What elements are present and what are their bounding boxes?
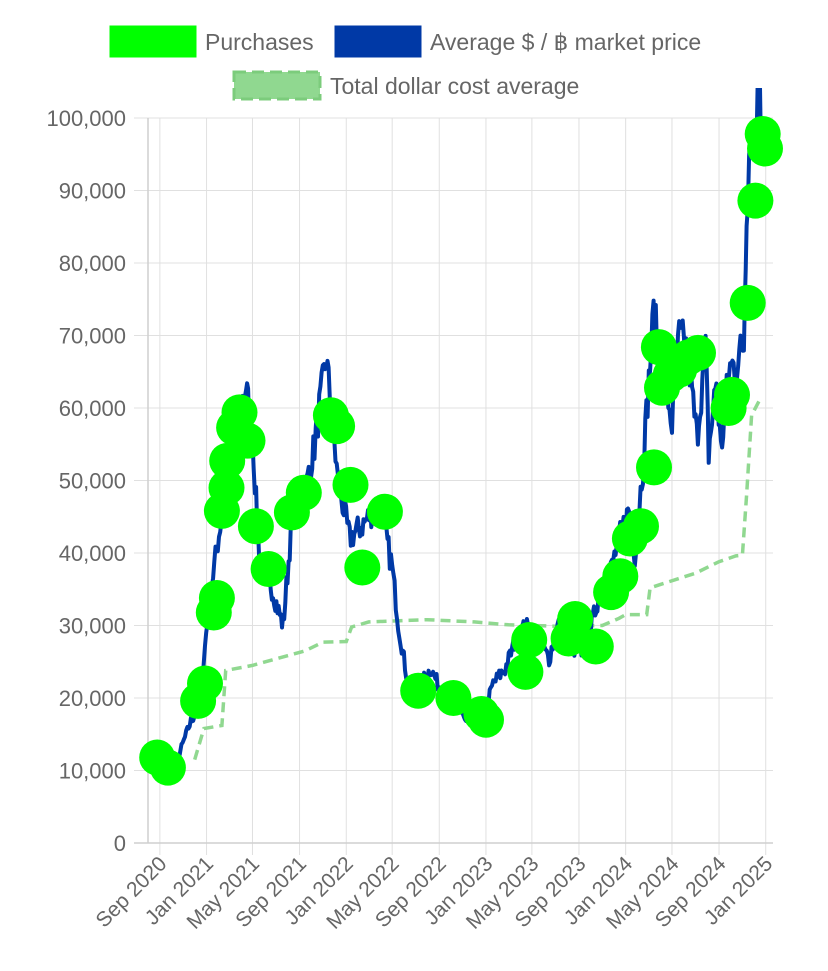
purchase-point: [198, 580, 235, 616]
y-tick-label: 10,000: [59, 759, 126, 784]
y-tick-label: 90,000: [59, 179, 126, 204]
y-tick-label: 80,000: [59, 251, 126, 276]
purchase-point: [729, 284, 766, 321]
legend-label-dca: Total dollar cost average: [330, 73, 579, 99]
purchase-point: [623, 508, 659, 545]
y-tick-label: 50,000: [59, 469, 126, 494]
purchase-point: [468, 701, 504, 738]
purchase-point: [577, 628, 614, 665]
purchase-point: [714, 376, 750, 413]
purchase-point: [149, 749, 186, 786]
purchase-point: [319, 408, 356, 445]
dca-line: [193, 396, 763, 761]
purchase-point: [221, 394, 258, 431]
purchase-point: [208, 469, 245, 506]
y-tick-label: 0: [114, 831, 126, 856]
purchase-point: [680, 334, 716, 371]
purchases-series: [139, 116, 783, 786]
dca-series: [193, 396, 763, 761]
purchase-point: [229, 422, 266, 459]
purchase-point: [250, 551, 287, 587]
legend-swatch-purchases: [109, 25, 197, 58]
legend: Purchases Average $ / ฿ market price Tot…: [109, 25, 701, 101]
purchase-point: [507, 653, 544, 690]
purchase-point: [747, 130, 783, 167]
purchase-point: [636, 449, 672, 486]
y-tick-label: 20,000: [59, 686, 126, 711]
purchase-point: [737, 182, 774, 219]
y-tick-label: 60,000: [59, 396, 126, 421]
legend-label-market: Average $ / ฿ market price: [430, 29, 701, 55]
y-tick-label: 100,000: [46, 106, 126, 131]
purchase-point: [557, 601, 594, 637]
purchase-point: [602, 558, 639, 595]
purchase-point: [237, 508, 274, 545]
purchase-point: [332, 466, 369, 503]
y-tick-label: 40,000: [59, 541, 126, 566]
purchase-point: [435, 680, 472, 716]
legend-swatch-market: [334, 25, 422, 58]
y-tick-label: 70,000: [59, 324, 126, 349]
purchase-point: [187, 665, 223, 702]
legend-swatch-dca: [232, 70, 322, 101]
y-tick-label: 30,000: [59, 614, 126, 639]
purchase-point: [511, 622, 548, 658]
plot-area: [139, 88, 783, 786]
purchase-point: [366, 493, 403, 530]
purchase-point: [285, 474, 322, 511]
legend-label-purchases: Purchases: [205, 29, 314, 55]
purchase-point: [344, 549, 381, 586]
y-axis: 0 10,000 20,000 30,000 40,000 50,000 60,000 70,…: [46, 106, 126, 856]
purchase-point: [400, 672, 437, 709]
